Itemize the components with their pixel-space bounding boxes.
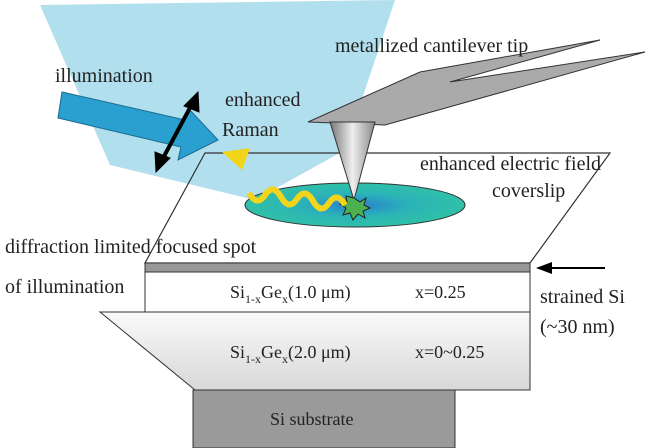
label: diffraction limited focused spot: [5, 236, 257, 258]
text: Si: [230, 282, 245, 302]
cantilever: [307, 39, 646, 126]
label: coverslip: [492, 180, 565, 202]
text: 1-x: [245, 292, 261, 306]
illumination-beam: [40, 0, 395, 200]
label: of illumination: [5, 276, 124, 298]
raman-arrowhead: [222, 148, 250, 170]
label: enhanced electric field: [420, 153, 601, 175]
label: metallized cantilever tip: [335, 35, 528, 57]
polarization-arrow: [154, 90, 200, 174]
raman-wave: [246, 186, 348, 212]
layer-label: Si1-xGex(2.0 μm): [230, 342, 351, 366]
tip: [329, 121, 376, 202]
label: enhanced: [225, 89, 301, 111]
layer-2: [98, 311, 531, 391]
label: illumination: [55, 65, 153, 87]
layer-label: Si substrate: [270, 409, 354, 429]
layer-composition: x=0.25: [415, 282, 466, 302]
text: (1.0 μm): [288, 282, 351, 303]
text: Si: [230, 342, 245, 362]
label: (~30 nm): [540, 316, 615, 338]
text: x: [282, 352, 288, 366]
text: 1-x: [245, 352, 261, 366]
text: Ge: [261, 342, 282, 362]
label: Raman: [222, 119, 279, 141]
layer-1: [144, 271, 531, 313]
substrate: [192, 389, 456, 448]
text: Ge: [261, 282, 282, 302]
text: x: [282, 292, 288, 306]
text: (2.0 μm): [288, 342, 351, 363]
layer-label: Si1-xGex(1.0 μm): [230, 282, 351, 306]
layer-composition: x=0~0.25: [415, 342, 484, 362]
strain-arrow: [536, 262, 605, 274]
strained-si-layer: [144, 262, 531, 273]
label: strained Si: [540, 286, 625, 308]
